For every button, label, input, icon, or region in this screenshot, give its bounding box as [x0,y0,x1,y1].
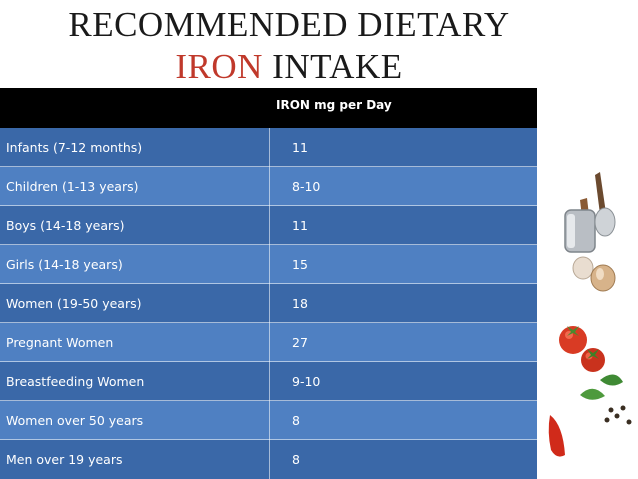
row-group-label: Breastfeeding Women [6,374,145,389]
row-iron-value: 9-10 [292,374,321,389]
row-divider [0,283,537,284]
row-group-label: Infants (7-12 months) [6,140,143,155]
column-divider [269,440,270,479]
title-line-1: RECOMMENDED DIETARY [68,5,510,44]
title-rest: INTAKE [262,47,403,86]
row-iron-value: 11 [292,218,308,233]
table-row: Men over 19 years 8 [0,440,537,479]
row-divider [0,244,537,245]
row-iron-value: 18 [292,296,308,311]
row-divider [0,439,537,440]
title-accent-word: IRON [175,47,263,86]
row-divider [0,361,537,362]
row-iron-value: 8 [292,452,300,467]
table-row: Girls (14-18 years) 15 [0,245,537,284]
table-row: Infants (7-12 months) 11 [0,128,537,167]
table-row: Women over 50 years 8 [0,401,537,440]
iron-intake-table: IRON mg per Day Infants (7-12 months) 11… [0,88,537,479]
column-divider [269,401,270,440]
column-divider [269,245,270,284]
row-divider [0,400,537,401]
column-divider [269,128,270,167]
row-group-label: Men over 19 years [6,452,123,467]
row-iron-value: 15 [292,257,308,272]
table-row: Pregnant Women 27 [0,323,537,362]
row-group-label: Girls (14-18 years) [6,257,123,272]
row-group-label: Women over 50 years [6,413,144,428]
column-divider [269,362,270,401]
row-group-label: Women (19-50 years) [6,296,142,311]
row-divider [0,322,537,323]
row-divider [0,205,537,206]
table-row: Breastfeeding Women 9-10 [0,362,537,401]
row-iron-value: 11 [292,140,308,155]
column-divider [269,167,270,206]
row-group-label: Children (1-13 years) [6,179,139,194]
row-divider [0,166,537,167]
table-header-row: IRON mg per Day [0,88,537,128]
row-group-label: Boys (14-18 years) [6,218,125,233]
column-divider [269,284,270,323]
slide-title: RECOMMENDED DIETARY IRON INTAKE [0,4,578,88]
header-col-iron: IRON mg per Day [276,98,392,112]
column-divider [269,206,270,245]
row-group-label: Pregnant Women [6,335,114,350]
vegetables-and-kitchen-tools-icon [548,172,632,457]
row-iron-value: 8 [292,413,300,428]
table-row: Boys (14-18 years) 11 [0,206,537,245]
title-line-2: IRON INTAKE [0,46,578,88]
column-divider [269,323,270,362]
table-row: Women (19-50 years) 18 [0,284,537,323]
row-iron-value: 27 [292,335,308,350]
row-iron-value: 8-10 [292,179,321,194]
table-row: Children (1-13 years) 8-10 [0,167,537,206]
